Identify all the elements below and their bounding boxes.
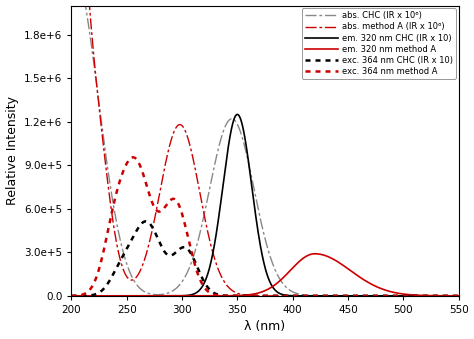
Line: exc. 364 nm method A: exc. 364 nm method A — [72, 157, 458, 296]
Y-axis label: Relative Intensity: Relative Intensity — [6, 96, 18, 205]
Legend: abs. CHC (IR x 10⁶), abs. method A (IR x 10⁶), em. 320 nm CHC (IR x 10), em. 320: abs. CHC (IR x 10⁶), abs. method A (IR x… — [302, 8, 456, 79]
exc. 364 nm CHC (IR x 10) — [136, 225, 141, 230]
exc. 364 nm CHC (IR x 10) — [69, 294, 74, 298]
abs. CHC (IR x 10⁶) — [234, 121, 240, 125]
abs. method A (IR x 10⁶) — [234, 291, 240, 295]
em. 320 nm method A — [113, 294, 118, 298]
abs. method A (IR x 10⁶) — [456, 294, 461, 298]
em. 320 nm method A — [448, 294, 454, 298]
exc. 364 nm method A — [130, 155, 136, 159]
abs. method A (IR x 10⁶) — [217, 272, 223, 276]
exc. 364 nm method A — [69, 294, 74, 298]
abs. CHC (IR x 10⁶) — [136, 285, 142, 289]
exc. 364 nm method A — [136, 161, 142, 165]
abs. CHC (IR x 10⁶) — [113, 216, 118, 220]
Line: exc. 364 nm CHC (IR x 10): exc. 364 nm CHC (IR x 10) — [72, 221, 458, 296]
exc. 364 nm method A — [407, 294, 412, 298]
abs. CHC (IR x 10⁶) — [456, 294, 461, 298]
abs. method A (IR x 10⁶) — [136, 272, 142, 276]
abs. method A (IR x 10⁶) — [448, 294, 454, 298]
em. 320 nm method A — [136, 294, 141, 298]
abs. CHC (IR x 10⁶) — [217, 140, 223, 144]
exc. 364 nm CHC (IR x 10) — [448, 294, 454, 298]
em. 320 nm CHC (IR x 10) — [448, 294, 454, 298]
Line: abs. method A (IR x 10⁶): abs. method A (IR x 10⁶) — [72, 0, 458, 296]
Line: em. 320 nm CHC (IR x 10): em. 320 nm CHC (IR x 10) — [72, 115, 458, 296]
Line: abs. CHC (IR x 10⁶): abs. CHC (IR x 10⁶) — [72, 0, 458, 296]
em. 320 nm method A — [234, 294, 239, 298]
em. 320 nm method A — [407, 293, 412, 297]
exc. 364 nm method A — [113, 194, 118, 198]
em. 320 nm CHC (IR x 10) — [136, 294, 141, 298]
exc. 364 nm CHC (IR x 10) — [456, 294, 461, 298]
em. 320 nm CHC (IR x 10) — [217, 207, 223, 211]
exc. 364 nm method A — [234, 294, 240, 298]
exc. 364 nm method A — [448, 294, 454, 298]
exc. 364 nm CHC (IR x 10) — [234, 294, 240, 298]
exc. 364 nm CHC (IR x 10) — [407, 294, 412, 298]
em. 320 nm method A — [312, 252, 318, 256]
X-axis label: λ (nm): λ (nm) — [245, 320, 285, 334]
abs. CHC (IR x 10⁶) — [448, 294, 454, 298]
exc. 364 nm CHC (IR x 10) — [113, 268, 118, 272]
em. 320 nm CHC (IR x 10) — [113, 294, 118, 298]
em. 320 nm method A — [456, 294, 461, 298]
em. 320 nm CHC (IR x 10) — [235, 113, 240, 117]
em. 320 nm CHC (IR x 10) — [456, 294, 461, 298]
exc. 364 nm method A — [217, 294, 223, 298]
em. 320 nm method A — [217, 294, 223, 298]
Line: em. 320 nm method A: em. 320 nm method A — [72, 254, 458, 296]
abs. method A (IR x 10⁶) — [407, 294, 412, 298]
em. 320 nm method A — [69, 294, 74, 298]
exc. 364 nm CHC (IR x 10) — [217, 293, 223, 297]
abs. method A (IR x 10⁶) — [113, 236, 118, 240]
exc. 364 nm method A — [456, 294, 461, 298]
exc. 364 nm CHC (IR x 10) — [143, 219, 148, 223]
em. 320 nm CHC (IR x 10) — [234, 113, 239, 117]
abs. CHC (IR x 10⁶) — [407, 294, 412, 298]
em. 320 nm CHC (IR x 10) — [407, 294, 412, 298]
em. 320 nm CHC (IR x 10) — [69, 294, 74, 298]
